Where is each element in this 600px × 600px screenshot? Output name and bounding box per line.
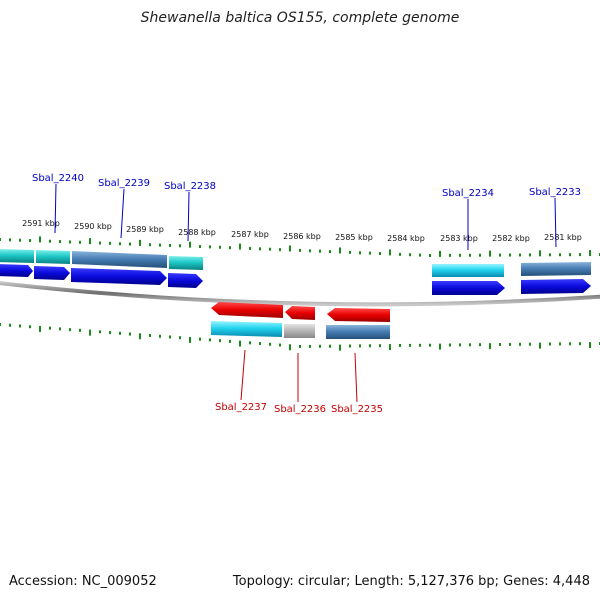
genome-backbone — [0, 281, 600, 307]
scale-labels: 2591 kbp 2590 kbp 2589 kbp 2588 kbp 2587 kbp… — [22, 219, 582, 243]
scale-label: 2587 kbp — [231, 230, 269, 239]
cog-bar[interactable] — [72, 251, 167, 268]
gene-arrow-forward[interactable] — [432, 281, 505, 295]
gene-leader-line — [354, 352, 358, 403]
gene-arrow-forward[interactable] — [521, 279, 591, 294]
gene-label[interactable]: Sbal_2236 — [274, 404, 326, 415]
cog-bar[interactable] — [432, 264, 504, 277]
map-title: Shewanella baltica OS155, complete genom… — [140, 10, 460, 26]
gene-label[interactable]: Sbal_2238 — [164, 181, 216, 192]
cog-bar[interactable] — [326, 325, 390, 339]
accession-label: Accession: NC_009052 — [9, 574, 157, 589]
gene-arrow-forward[interactable] — [71, 268, 167, 285]
gene-arrow-reverse[interactable] — [327, 308, 390, 322]
scale-label: 2590 kbp — [74, 222, 112, 231]
gene-label[interactable]: Sbal_2235 — [331, 404, 383, 415]
gene-arrow-forward[interactable] — [168, 273, 203, 288]
gene-leader-line — [554, 197, 557, 248]
gene-label[interactable]: Sbal_2233 — [529, 187, 581, 198]
scale-label: 2586 kbp — [283, 232, 321, 241]
scale-label: 2585 kbp — [335, 233, 373, 242]
gene-arrow-reverse[interactable] — [285, 306, 315, 320]
outer-tick-row — [0, 236, 600, 257]
gene-arrow-forward[interactable] — [34, 266, 70, 280]
scale-label: 2581 kbp — [544, 233, 582, 242]
reverse-gene-arrows — [211, 302, 390, 322]
cog-bar[interactable] — [211, 321, 282, 337]
gene-leader-line — [54, 183, 57, 234]
forward-gene-arrows — [0, 264, 591, 295]
scale-label: 2584 kbp — [387, 234, 425, 243]
cog-bar[interactable] — [521, 262, 591, 276]
reverse-cog-bars — [211, 321, 390, 339]
cog-bar[interactable] — [0, 249, 34, 263]
scale-label: 2588 kbp — [178, 228, 216, 237]
gene-labels: Sbal_2240 Sbal_2239 Sbal_2238 Sbal_2237 Sbal… — [32, 173, 581, 415]
gene-label[interactable]: Sbal_2234 — [442, 188, 494, 199]
gene-leader-line — [187, 191, 190, 242]
gene-arrow-reverse[interactable] — [211, 302, 283, 318]
cog-bar[interactable] — [284, 324, 315, 338]
scale-label: 2591 kbp — [22, 219, 60, 228]
scale-label: 2589 kbp — [126, 225, 164, 234]
scale-label: 2583 kbp — [440, 234, 478, 243]
cog-bar[interactable] — [36, 250, 70, 264]
scale-label: 2582 kbp — [492, 234, 530, 243]
cog-bar[interactable] — [169, 256, 203, 270]
gene-leader-line — [120, 188, 125, 239]
gene-label[interactable]: Sbal_2237 — [215, 402, 267, 413]
inner-tick-row — [0, 323, 600, 351]
gene-arrow-forward[interactable] — [0, 264, 33, 277]
forward-cog-bars — [0, 249, 591, 277]
genome-summary: Topology: circular; Length: 5,127,376 bp… — [232, 574, 590, 589]
gene-leader-line — [240, 349, 246, 401]
gene-label[interactable]: Sbal_2239 — [98, 178, 150, 189]
gene-label[interactable]: Sbal_2240 — [32, 173, 84, 184]
